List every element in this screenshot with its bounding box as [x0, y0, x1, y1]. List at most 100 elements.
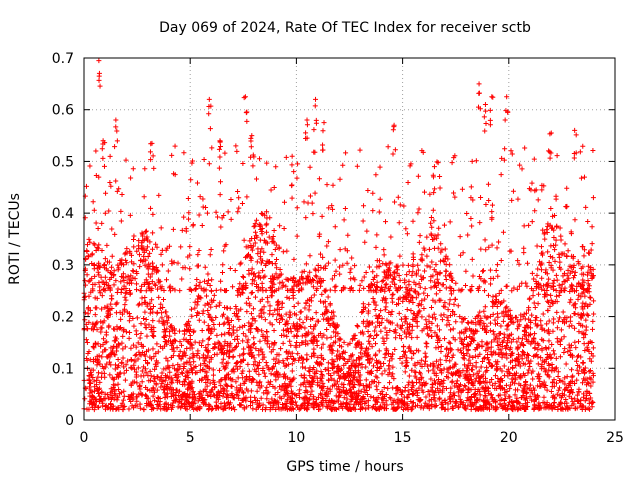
data-point: [415, 210, 421, 216]
data-point: [280, 316, 286, 322]
data-point: [138, 331, 144, 337]
data-point: [583, 317, 589, 323]
data-point: [98, 319, 104, 325]
data-point: [156, 192, 162, 198]
data-point: [321, 356, 327, 362]
data-point: [439, 317, 445, 323]
data-point: [317, 391, 323, 397]
data-point: [331, 370, 337, 376]
data-point: [119, 340, 125, 346]
data-point: [109, 253, 115, 259]
data-point: [222, 339, 228, 345]
data-point: [553, 272, 559, 278]
data-point: [327, 287, 333, 293]
data-point: [248, 154, 254, 160]
data-point: [241, 351, 247, 357]
data-point: [216, 165, 222, 171]
data-point: [458, 252, 464, 258]
data-point: [332, 284, 338, 290]
data-point: [253, 368, 259, 374]
data-point: [494, 339, 500, 345]
data-point: [311, 278, 317, 284]
data-point: [226, 354, 232, 360]
data-point: [136, 301, 142, 307]
data-point: [159, 381, 165, 387]
data-point: [273, 377, 279, 383]
data-point: [227, 265, 233, 271]
data-point: [141, 406, 147, 412]
data-point: [194, 180, 200, 186]
data-point: [305, 341, 311, 347]
data-point: [558, 233, 564, 239]
data-point: [388, 353, 394, 359]
data-point: [303, 215, 309, 221]
data-point: [325, 360, 331, 366]
data-point: [273, 407, 279, 413]
data-point: [228, 318, 234, 324]
data-point: [256, 371, 262, 377]
data-point: [446, 301, 452, 307]
data-point: [549, 362, 555, 368]
data-point: [456, 373, 462, 379]
data-point: [277, 319, 283, 325]
data-point: [545, 249, 551, 255]
data-point: [367, 369, 373, 375]
data-point: [108, 390, 114, 396]
data-point: [363, 406, 369, 412]
data-point: [469, 223, 475, 229]
data-point: [434, 159, 440, 165]
data-point: [164, 277, 170, 283]
data-point: [161, 296, 167, 302]
data-point: [146, 378, 152, 384]
data-point: [84, 340, 90, 346]
data-point: [216, 367, 222, 373]
data-point: [421, 189, 427, 195]
data-point: [104, 242, 110, 248]
data-point: [432, 330, 438, 336]
data-point: [170, 226, 176, 232]
data-point: [416, 377, 422, 383]
data-point: [207, 380, 213, 386]
data-point: [488, 344, 494, 350]
data-point: [310, 366, 316, 372]
data-point: [403, 226, 409, 232]
data-point: [430, 367, 436, 373]
data-point: [100, 349, 106, 355]
data-point: [580, 380, 586, 386]
data-point: [446, 350, 452, 356]
data-point: [93, 220, 99, 226]
data-point: [154, 310, 160, 316]
data-point: [530, 376, 536, 382]
data-point: [285, 390, 291, 396]
data-point: [382, 325, 388, 331]
data-point: [311, 326, 317, 332]
data-point: [527, 318, 533, 324]
data-point: [547, 402, 553, 408]
data-point: [143, 228, 149, 234]
data-point: [535, 301, 541, 307]
data-point: [448, 385, 454, 391]
data-point: [277, 280, 283, 286]
data-point: [89, 404, 95, 410]
data-point: [503, 283, 509, 289]
data-point: [254, 388, 260, 394]
data-point: [172, 330, 178, 336]
data-point: [448, 399, 454, 405]
data-point: [424, 344, 430, 350]
data-point: [188, 362, 194, 368]
data-point: [301, 199, 307, 205]
data-point: [109, 226, 115, 232]
data-point: [488, 276, 494, 282]
data-point: [205, 392, 211, 398]
data-point: [492, 373, 498, 379]
data-point: [243, 110, 249, 116]
data-point: [250, 163, 256, 169]
data-point: [498, 347, 504, 353]
data-point: [493, 268, 499, 274]
data-point: [436, 377, 442, 383]
data-point: [555, 339, 561, 345]
data-point: [445, 318, 451, 324]
data-point: [137, 335, 143, 341]
data-point: [134, 271, 140, 277]
data-point: [478, 246, 484, 252]
